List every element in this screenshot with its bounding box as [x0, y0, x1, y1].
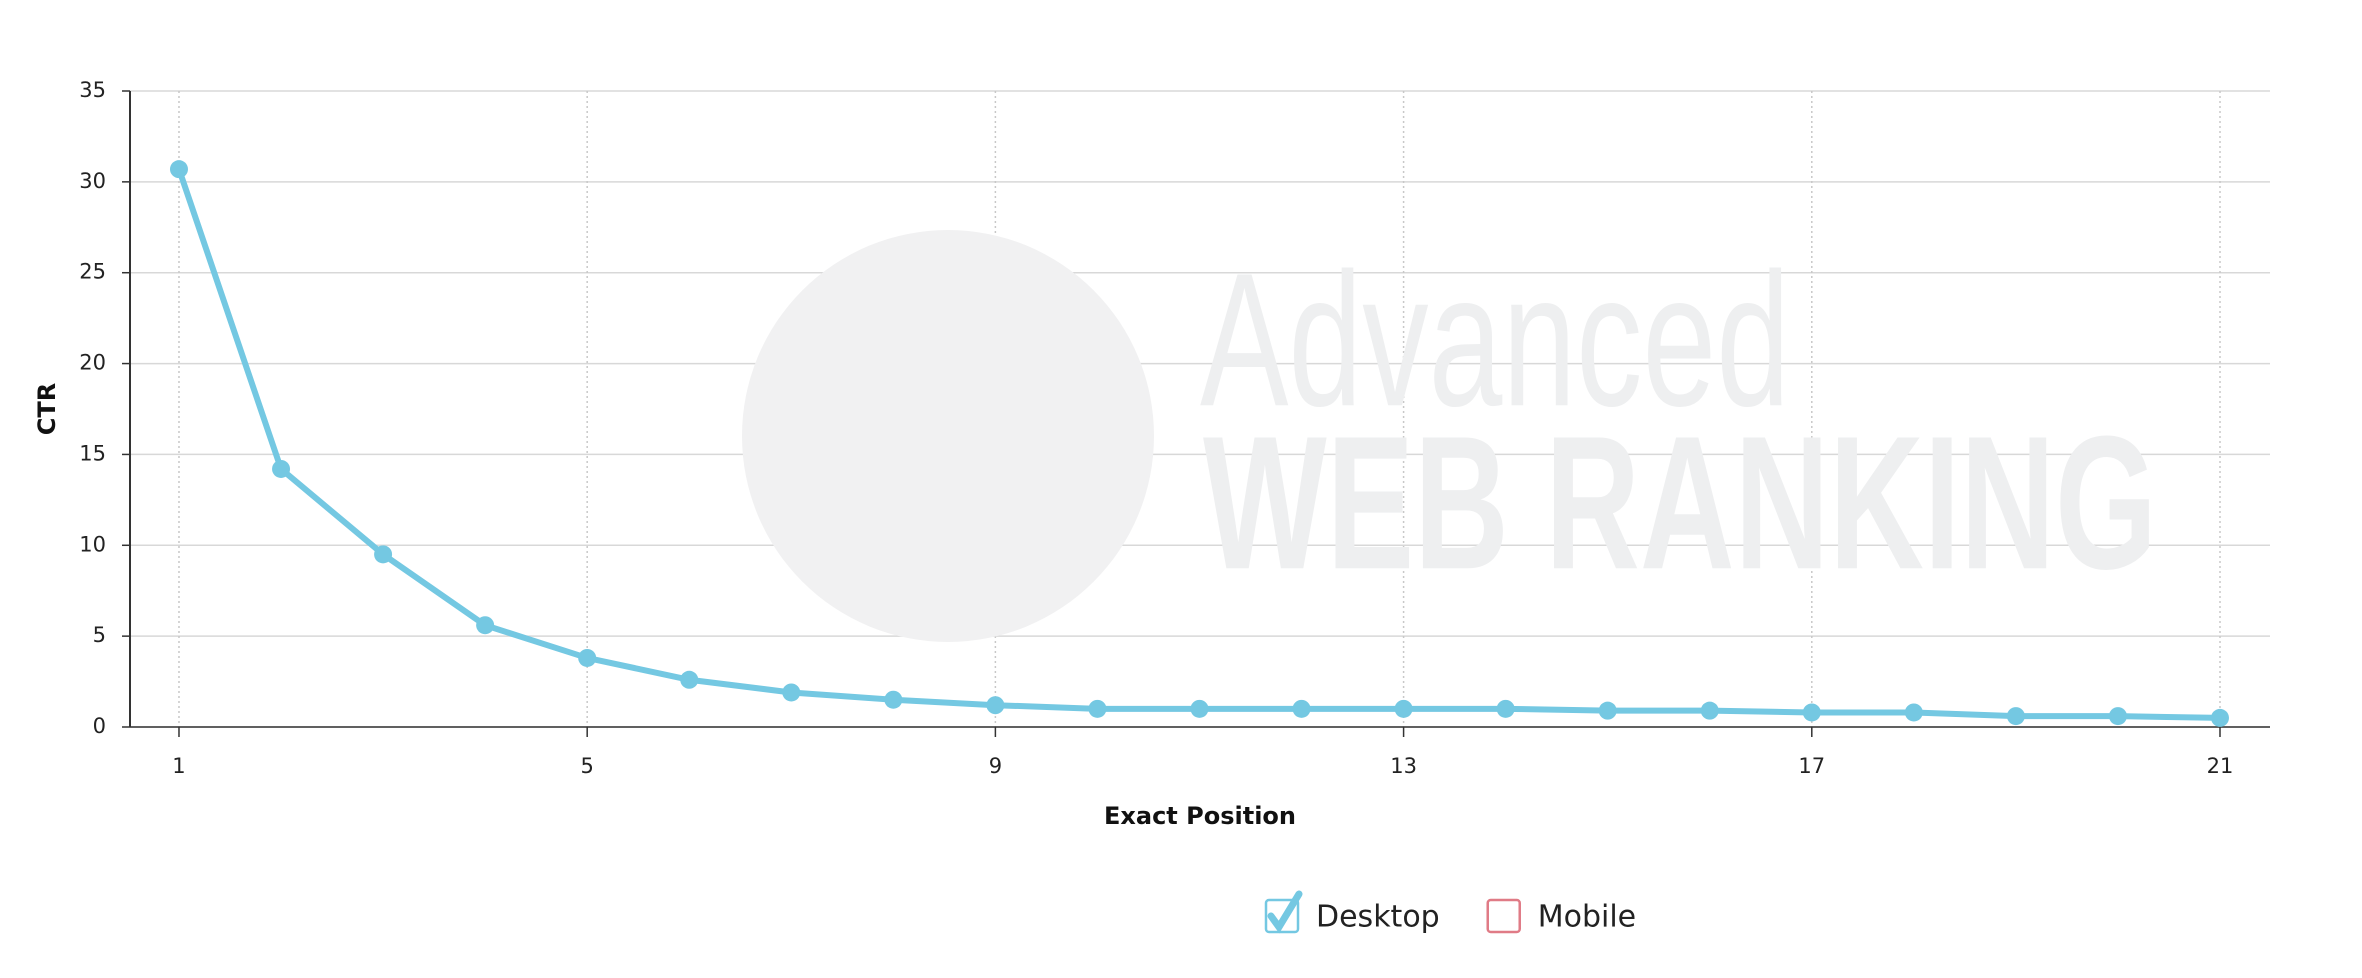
- x-tick-label: 17: [1798, 754, 1825, 778]
- legend-item[interactable]: Desktop: [1264, 890, 1440, 935]
- y-tick-label: 30: [79, 169, 106, 193]
- y-tick-label: 10: [79, 532, 106, 556]
- data-point: [986, 696, 1005, 715]
- data-point: [1088, 699, 1107, 718]
- data-point: [1292, 699, 1311, 718]
- data-point: [1904, 703, 1923, 722]
- data-point: [2210, 708, 2229, 727]
- data-point: [1598, 701, 1617, 720]
- data-point: [1700, 701, 1719, 720]
- grid: [130, 90, 2270, 728]
- legend-checkbox: [1486, 898, 1521, 934]
- y-tick-label: 35: [79, 78, 106, 102]
- watermark: Advanced WEB RANKING: [742, 230, 2157, 642]
- data-point: [2108, 707, 2127, 726]
- y-tick-label: 0: [93, 714, 106, 738]
- y-tick-label: 15: [79, 441, 106, 465]
- data-point: [884, 690, 903, 709]
- legend-item[interactable]: Mobile: [1486, 898, 1636, 935]
- legend-label: Desktop: [1316, 900, 1440, 935]
- data-point: [2006, 707, 2025, 726]
- x-tick-label: 13: [1390, 754, 1417, 778]
- x-tick-label: 9: [989, 754, 1002, 778]
- x-tick-label: 1: [172, 754, 185, 778]
- watermark-text: Advanced: [1200, 234, 1790, 446]
- x-tick-label: 5: [580, 754, 593, 778]
- data-point: [578, 648, 597, 667]
- data-point: [782, 683, 801, 702]
- y-tick-label: 20: [79, 351, 106, 375]
- data-point: [374, 545, 393, 564]
- watermark-text: WEB RANKING: [1203, 397, 2157, 609]
- legend-label: Mobile: [1538, 900, 1636, 935]
- legend-check: [1267, 890, 1303, 934]
- data-point: [1802, 703, 1821, 722]
- y-axis-title: CTR: [33, 383, 61, 435]
- x-tick-label: 21: [2207, 754, 2234, 778]
- y-tick-label: 25: [79, 260, 106, 284]
- watermark-globe: [742, 230, 1154, 642]
- data-point: [169, 160, 188, 179]
- data-point: [272, 459, 291, 478]
- data-point: [1394, 699, 1413, 718]
- data-point: [1496, 699, 1515, 718]
- data-point: [1190, 699, 1209, 718]
- y-tick-label: 5: [93, 623, 106, 647]
- x-axis-title: Exact Position: [1104, 802, 1296, 830]
- data-point: [680, 670, 699, 689]
- data-point: [476, 616, 495, 635]
